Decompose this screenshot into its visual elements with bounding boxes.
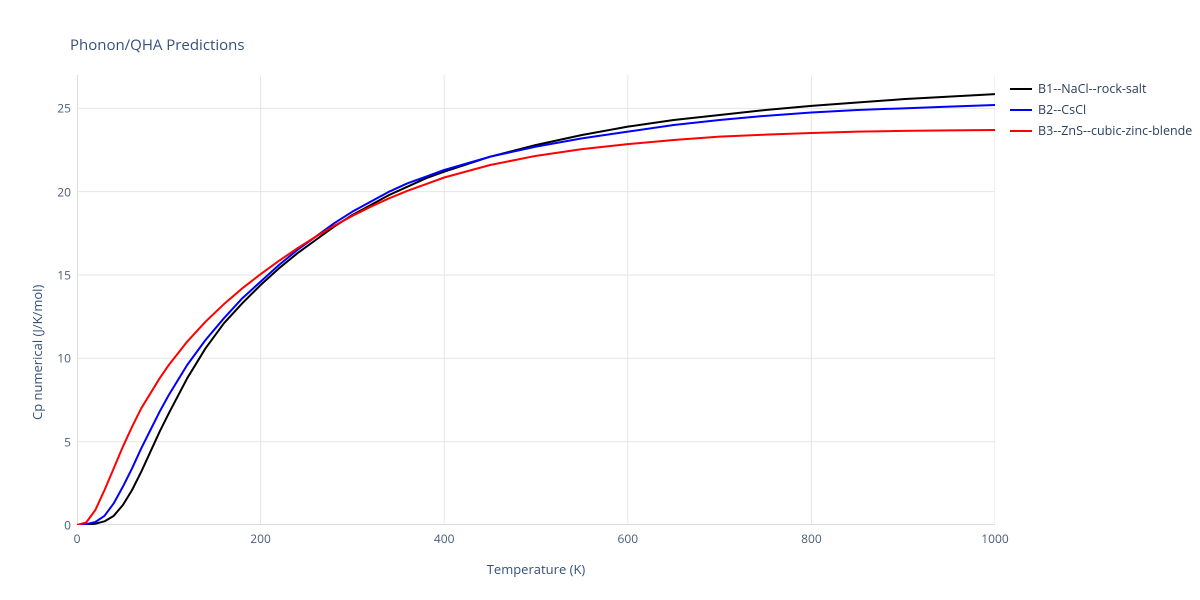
x-tick-label: 1000 xyxy=(981,530,1008,547)
y-tick-label: 20 xyxy=(41,183,71,200)
legend-item[interactable]: B3--ZnS--cubic-zinc-blende xyxy=(1010,122,1192,139)
y-tick-label: 15 xyxy=(41,267,71,284)
legend-item[interactable]: B1--NaCl--rock-salt xyxy=(1010,80,1192,97)
x-tick-label: 400 xyxy=(434,530,455,547)
legend-item[interactable]: B2--CsCl xyxy=(1010,101,1192,118)
legend-label: B1--NaCl--rock-salt xyxy=(1038,80,1146,97)
chart-plot-area xyxy=(77,75,995,525)
x-tick-label: 600 xyxy=(618,530,639,547)
x-tick-label: 800 xyxy=(801,530,822,547)
legend: B1--NaCl--rock-salt B2--CsCl B3--ZnS--cu… xyxy=(1010,80,1192,143)
legend-label: B3--ZnS--cubic-zinc-blende xyxy=(1038,122,1192,139)
y-tick-label: 5 xyxy=(41,433,71,450)
chart-title: Phonon/QHA Predictions xyxy=(70,35,245,55)
legend-swatch-icon xyxy=(1010,109,1032,111)
x-axis-label: Temperature (K) xyxy=(77,560,995,578)
y-tick-label: 0 xyxy=(41,517,71,534)
x-tick-label: 0 xyxy=(74,530,81,547)
y-tick-label: 10 xyxy=(41,350,71,367)
legend-swatch-icon xyxy=(1010,88,1032,90)
y-tick-label: 25 xyxy=(41,100,71,117)
x-tick-label: 200 xyxy=(250,530,271,547)
legend-label: B2--CsCl xyxy=(1038,101,1086,118)
legend-swatch-icon xyxy=(1010,130,1032,132)
